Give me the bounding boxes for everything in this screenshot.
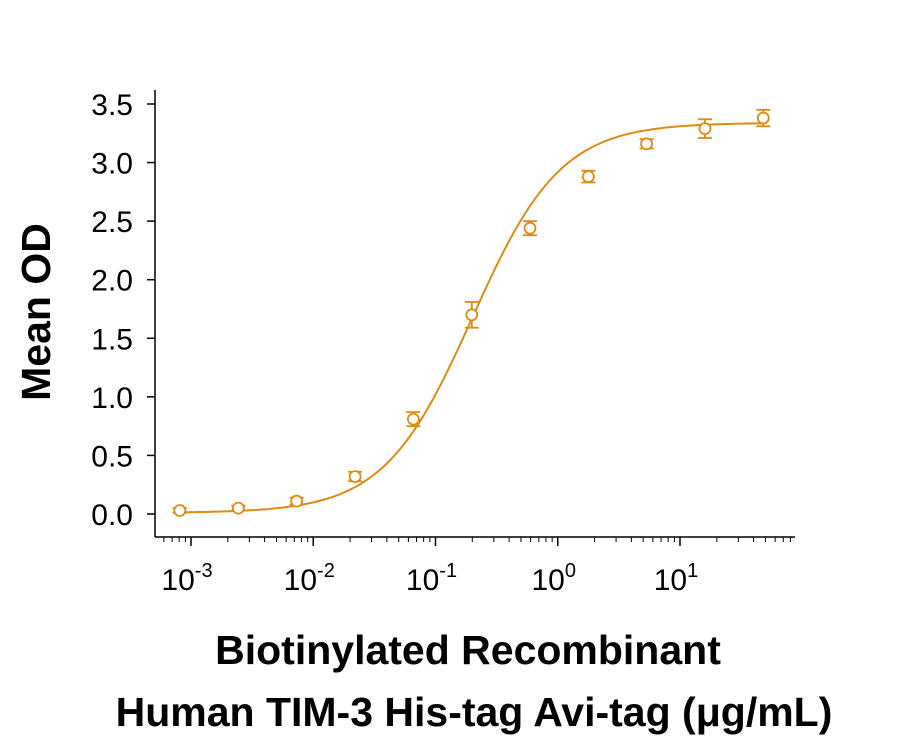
data-point xyxy=(756,108,771,128)
data-point xyxy=(639,137,654,151)
y-axis-title: Mean OD xyxy=(13,223,59,401)
y-tick-label: 0.5 xyxy=(91,440,133,473)
point-marker xyxy=(348,470,362,483)
data-point xyxy=(406,411,421,428)
data-point xyxy=(464,301,479,329)
y-tick-label: 2.5 xyxy=(91,206,133,239)
x-tick-label: 10-1 xyxy=(406,560,457,597)
y-tick-label: 1.5 xyxy=(91,323,133,356)
data-point xyxy=(581,169,596,184)
x-ticks: 10-3 10-2 10-1 100 101 xyxy=(161,537,791,597)
data-point xyxy=(289,494,304,508)
point-marker xyxy=(465,308,479,322)
x-tick-label: 100 xyxy=(532,560,577,597)
data-point xyxy=(523,220,538,237)
point-marker xyxy=(698,122,712,136)
point-marker xyxy=(406,412,420,426)
data-point xyxy=(231,501,246,515)
x-axis-title-line-2: Human TIM-3 His-tag Avi-tag (μg/mL) xyxy=(116,689,833,735)
point-marker xyxy=(581,170,595,184)
y-ticks: 0.0 0.5 1.0 1.5 2.0 2.5 3.0 3.5 xyxy=(91,89,155,532)
data-points xyxy=(172,108,771,517)
y-tick-label: 3.5 xyxy=(91,89,133,122)
point-marker xyxy=(756,111,770,125)
x-tick-label: 10-2 xyxy=(284,560,335,597)
point-marker xyxy=(523,221,537,235)
data-point xyxy=(348,470,363,483)
x-tick-label: 10-3 xyxy=(161,560,212,597)
point-marker xyxy=(290,494,304,508)
plot-area: 0.0 0.5 1.0 1.5 2.0 2.5 3.0 3.5 10-3 10-2 10-1 100… xyxy=(91,89,795,597)
y-tick-label: 3.0 xyxy=(91,148,133,181)
point-marker xyxy=(640,137,653,151)
y-tick-label: 1.0 xyxy=(91,382,133,415)
y-tick-label: 0.0 xyxy=(91,499,133,532)
point-marker xyxy=(231,501,245,515)
data-point xyxy=(697,118,712,139)
point-marker xyxy=(173,504,187,517)
x-axis-title-line-1: Biotinylated Recombinant xyxy=(215,627,721,673)
y-tick-label: 2.0 xyxy=(91,265,133,298)
data-point xyxy=(172,504,187,517)
x-tick-label: 101 xyxy=(654,560,699,597)
